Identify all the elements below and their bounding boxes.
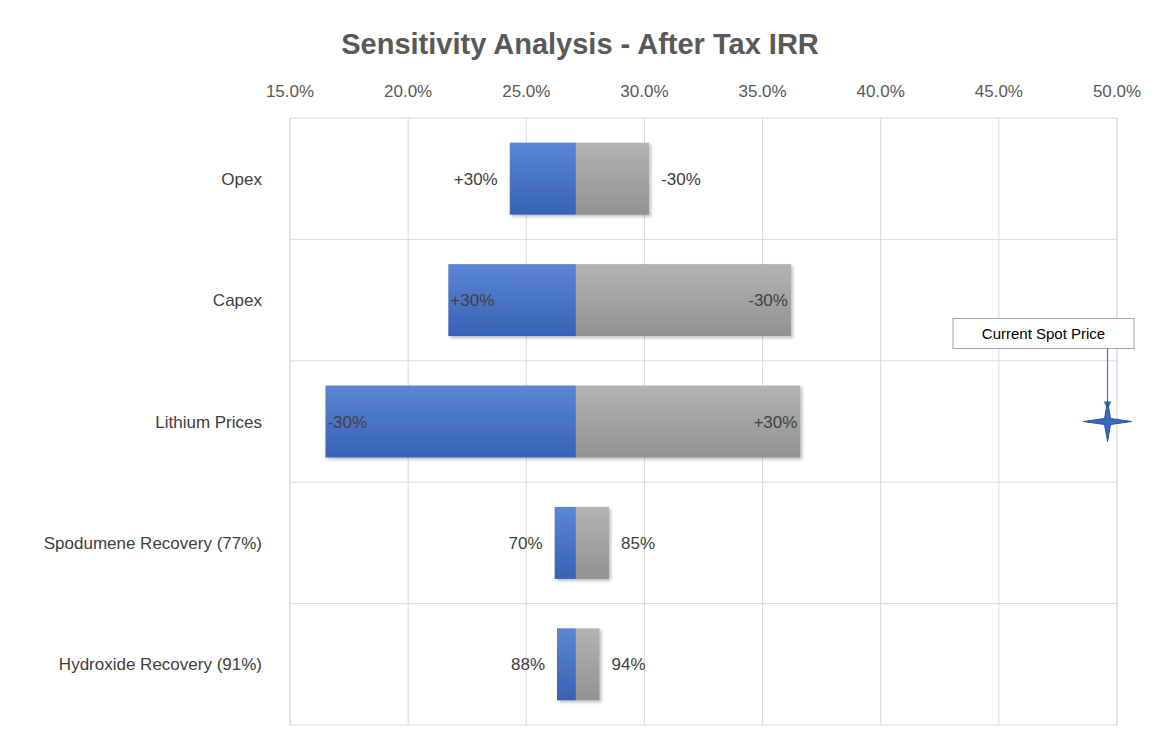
bar [576,264,791,336]
row-gridline [290,603,1117,604]
x-gridline [290,118,291,725]
row-gridline [290,360,1117,361]
category-label: Hydroxide Recovery (91%) [59,655,262,674]
x-tick-label: 50.0% [1093,82,1141,101]
x-gridline [880,118,881,725]
category-label: Lithium Prices [155,413,262,432]
bar-label: 94% [612,655,646,674]
bar-label: +30% [753,413,797,432]
bar [576,386,800,458]
bar-label: -30% [748,291,788,310]
bar-label: 70% [509,534,543,553]
bar [448,264,576,336]
bar [576,507,609,579]
x-gridline [998,118,999,725]
x-tick-label: 20.0% [384,82,432,101]
bar-label: 88% [511,655,545,674]
axis-line-left [290,118,291,725]
grid [290,118,1117,725]
x-tick-label: 30.0% [620,82,668,101]
annotation-text: Current Spot Price [982,325,1105,342]
bar-label: -30% [327,413,367,432]
annotation-star [1084,402,1132,442]
row-gridline [290,118,1117,119]
bar [557,628,576,700]
x-tick-label: 25.0% [502,82,550,101]
category-label: Spodumene Recovery (77%) [44,534,262,553]
annotations: Current Spot Price [953,319,1134,442]
annotation-box [953,319,1134,349]
row-gridline [290,725,1117,726]
row-gridline [290,239,1117,240]
bar [576,143,649,215]
bar [510,143,576,215]
chart-root: Sensitivity Analysis - After Tax IRR 15.0… [0,0,1158,756]
bar-label: 85% [621,534,655,553]
annotation-arrow [1107,349,1108,408]
bar-label: +30% [450,291,494,310]
chart-svg: Sensitivity Analysis - After Tax IRR 15.0… [0,0,1158,756]
bar [576,628,600,700]
bar-label: +30% [454,170,498,189]
title: Sensitivity Analysis - After Tax IRR [341,28,819,60]
x-tick-label: 35.0% [738,82,786,101]
bar [555,507,576,579]
bars [325,143,800,701]
bar [325,386,575,458]
x-tick-label: 45.0% [975,82,1023,101]
bar-labels: +30% +30% -30% 70% 88% -30% -30% +30% 85% 94% [327,170,797,675]
x-tick-label: 40.0% [857,82,905,101]
bar-label: -30% [661,170,701,189]
x-tick-label: 15.0% [266,82,314,101]
category-label: Opex [221,170,262,189]
category-label: Capex [213,291,263,310]
row-gridline [290,482,1117,483]
